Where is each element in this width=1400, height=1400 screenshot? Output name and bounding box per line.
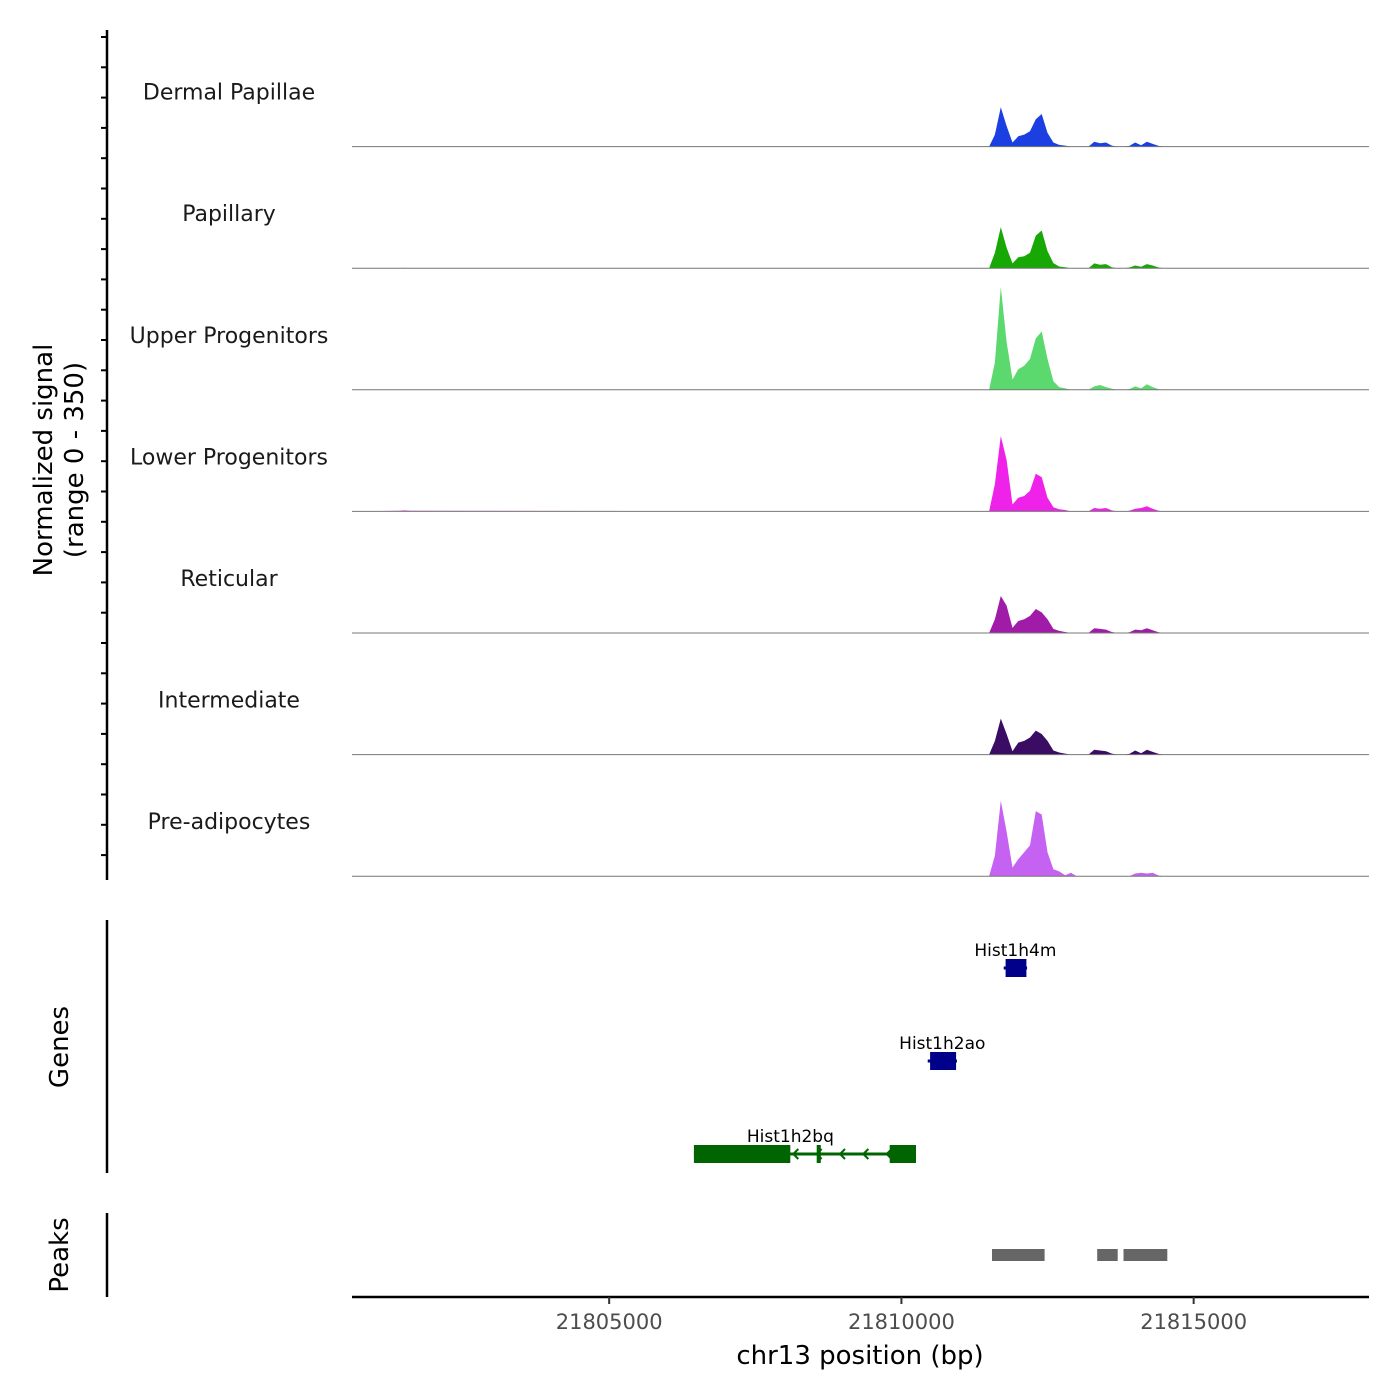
strand-arrow	[861, 1148, 870, 1160]
track-pre-adipocytes: Pre-adipocytes	[148, 800, 1369, 877]
track-dermal-papillae: Dermal Papillae	[143, 81, 1369, 148]
strand-arrow	[745, 1148, 753, 1160]
coverage-area	[352, 800, 1369, 877]
y-axis-title-line1: Normalized signal	[29, 344, 59, 577]
coverage-area	[352, 436, 1369, 512]
gene-exon	[889, 1145, 916, 1163]
peak	[1123, 1249, 1168, 1261]
coverage-y-ticks	[101, 36, 107, 857]
y-axis-title-line2: (range 0 - 350)	[60, 362, 90, 558]
coverage-area	[352, 718, 1369, 755]
track-label: Lower Progenitors	[130, 445, 328, 470]
gene-label: Hist1h2bq	[747, 1127, 834, 1147]
gene-hist1h2bq: Hist1h2bq	[693, 1127, 917, 1163]
x-axis-ticks: 21805000 21810000 21815000	[556, 1297, 1247, 1334]
genes-track-title: Genes	[45, 1006, 75, 1088]
gene-models: Hist1h4m Hist1h2ao Hist1h2bq	[693, 941, 1056, 1163]
gene-exon	[816, 1145, 821, 1163]
strand-arrow	[908, 1148, 916, 1160]
x-axis-title: chr13 position (bp)	[736, 1341, 983, 1371]
gene-exon	[693, 1145, 791, 1163]
track-label: Pre-adipocytes	[148, 810, 311, 835]
track-label: Dermal Papillae	[143, 81, 315, 106]
coverage-area	[352, 107, 1369, 147]
coverage-tracks: Dermal Papillae Papillary Upper Progenitor…	[130, 81, 1369, 877]
track-reticular: Reticular	[180, 567, 1369, 634]
coverage-area	[352, 286, 1369, 390]
coverage-area	[352, 227, 1369, 269]
gene-label: Hist1h2ao	[899, 1034, 985, 1054]
gene-exon	[1005, 959, 1027, 977]
peak-intervals	[992, 1249, 1168, 1261]
strand-arrow	[791, 1148, 800, 1160]
strand-arrow	[815, 1148, 823, 1160]
strand-arrow	[932, 1055, 940, 1067]
gene-label: Hist1h4m	[974, 941, 1056, 961]
peaks-track-title: Peaks	[45, 1217, 75, 1292]
x-tick-label: 21810000	[848, 1310, 955, 1334]
gene-exon	[930, 1052, 957, 1070]
coverage-area	[352, 596, 1369, 633]
track-label: Papillary	[182, 202, 276, 227]
track-label: Upper Progenitors	[130, 324, 329, 349]
track-label: Reticular	[180, 567, 278, 592]
peak	[1097, 1249, 1118, 1261]
x-tick-label: 21815000	[1140, 1310, 1247, 1334]
peaks-track-label: Peaks	[45, 1217, 75, 1292]
strand-arrow	[721, 1148, 729, 1160]
track-lower-progenitors: Lower Progenitors	[130, 436, 1369, 512]
strand-arrow	[838, 1148, 846, 1160]
strand-arrow	[768, 1148, 776, 1160]
y-axis-title: Normalized signal (range 0 - 350)	[29, 344, 90, 577]
track-upper-progenitors: Upper Progenitors	[130, 286, 1369, 391]
strand-arrow	[885, 1148, 893, 1160]
gene-hist1h2ao: Hist1h2ao	[899, 1034, 985, 1070]
track-papillary: Papillary	[182, 202, 1369, 269]
track-label: Intermediate	[158, 689, 300, 714]
peak	[992, 1249, 1045, 1261]
gene-hist1h4m: Hist1h4m	[974, 941, 1056, 977]
track-intermediate: Intermediate	[158, 689, 1369, 756]
strand-arrow	[1008, 962, 1016, 974]
x-tick-label: 21805000	[556, 1310, 663, 1334]
strand-arrow	[698, 1148, 706, 1160]
genes-track-label: Genes	[45, 1006, 75, 1088]
